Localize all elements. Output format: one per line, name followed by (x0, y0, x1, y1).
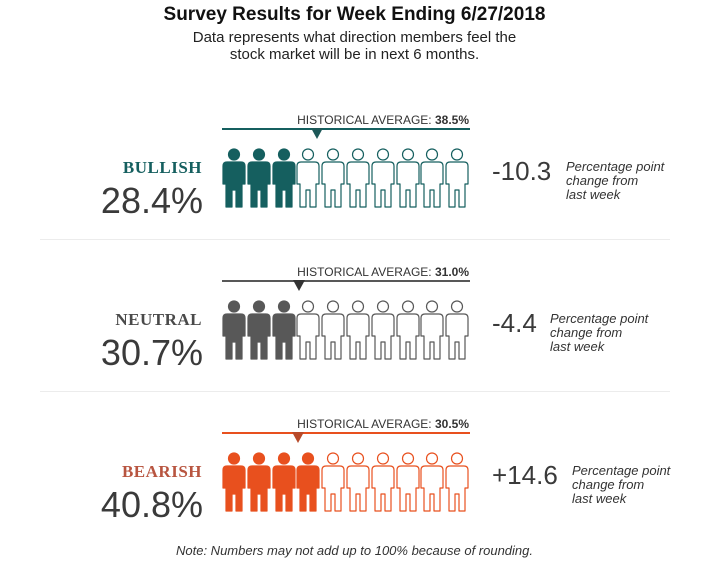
bearish-change-note: Percentage point change from last week (572, 463, 671, 506)
bearish-person-icon (321, 452, 345, 517)
neutral-percentage: 30.7% (100, 332, 203, 373)
neutral-person-icon (445, 300, 469, 365)
bearish-person-icon (346, 452, 370, 517)
bullish-person-icon (222, 148, 246, 213)
subtitle-line-2: stock market will be in next 6 months. (229, 46, 480, 63)
neutral-person-icon (346, 300, 370, 365)
bullish-label: BULLISH (122, 158, 202, 177)
bearish-person-icon (371, 452, 395, 517)
neutral-person-icon (395, 300, 420, 365)
chart-subtitle: Data represents what direction members f… (0, 29, 709, 63)
neutral-section: HISTORICAL AVERAGE: 31.0% NEUTRAL 30.7% … (0, 260, 709, 412)
bearish-person-icon (222, 452, 246, 517)
bearish-label: BEARISH (121, 462, 202, 481)
bearish-change-value: +14.6 (492, 460, 558, 490)
bullish-person-icon (445, 148, 469, 213)
section-divider (40, 391, 670, 392)
neutral-historical-average-label: HISTORICAL AVERAGE: 31.0% (297, 265, 469, 279)
bearish-person-icon (395, 452, 420, 517)
bullish-person-icon (395, 148, 420, 213)
bearish-person-icon (445, 452, 469, 517)
bearish-historical-average-value: 30.5% (434, 417, 469, 431)
neutral-person-icon (247, 300, 271, 365)
bullish-person-icon (271, 148, 296, 213)
bearish-historical-average-label: HISTORICAL AVERAGE: 30.5% (297, 417, 469, 431)
bullish-change-value: -10.3 (492, 156, 552, 186)
neutral-person-icon (222, 300, 246, 365)
bullish-section: HISTORICAL AVERAGE: 38.5% BULLISH 28.4% … (0, 108, 709, 260)
section-divider (40, 239, 670, 240)
neutral-person-icon (420, 300, 444, 365)
bullish-historical-average-label: HISTORICAL AVERAGE: 38.5% (297, 113, 469, 127)
bearish-section: HISTORICAL AVERAGE: 30.5% BEARISH 40.8% … (0, 412, 709, 564)
chart-title: Survey Results for Week Ending 6/27/2018 (163, 4, 546, 25)
bullish-person-icon (247, 148, 271, 213)
footnote: Note: Numbers may not add up to 100% bec… (176, 543, 533, 558)
bearish-person-icon (420, 452, 444, 517)
neutral-historical-marker (292, 280, 305, 291)
bearish-person-icon (296, 452, 320, 517)
bearish-person-icon (271, 452, 296, 517)
neutral-person-icon (271, 300, 296, 365)
neutral-label: NEUTRAL (115, 310, 202, 329)
bullish-person-icon (346, 148, 370, 213)
bearish-historical-marker (291, 432, 304, 443)
bearish-percentage: 40.8% (100, 484, 203, 525)
neutral-change-value: -4.4 (492, 308, 537, 338)
bullish-historical-marker (311, 128, 324, 139)
bullish-person-icon (371, 148, 395, 213)
bullish-person-icon (420, 148, 444, 213)
bullish-historical-line (222, 128, 470, 130)
subtitle-line-1: Data represents what direction members f… (192, 29, 517, 46)
neutral-historical-average-value: 31.0% (434, 265, 469, 279)
bullish-person-icon (321, 148, 345, 213)
neutral-change-note: Percentage point change from last week (550, 311, 649, 354)
neutral-person-icon (371, 300, 395, 365)
bullish-percentage: 28.4% (100, 180, 203, 221)
neutral-person-icon (321, 300, 345, 365)
bearish-person-icon (247, 452, 271, 517)
neutral-person-icon (296, 300, 320, 365)
bullish-change-note: Percentage point change from last week (566, 159, 665, 202)
bearish-historical-line (222, 432, 470, 434)
bullish-person-icon (296, 148, 320, 213)
neutral-historical-line (222, 280, 470, 282)
bullish-historical-average-value: 38.5% (434, 113, 469, 127)
